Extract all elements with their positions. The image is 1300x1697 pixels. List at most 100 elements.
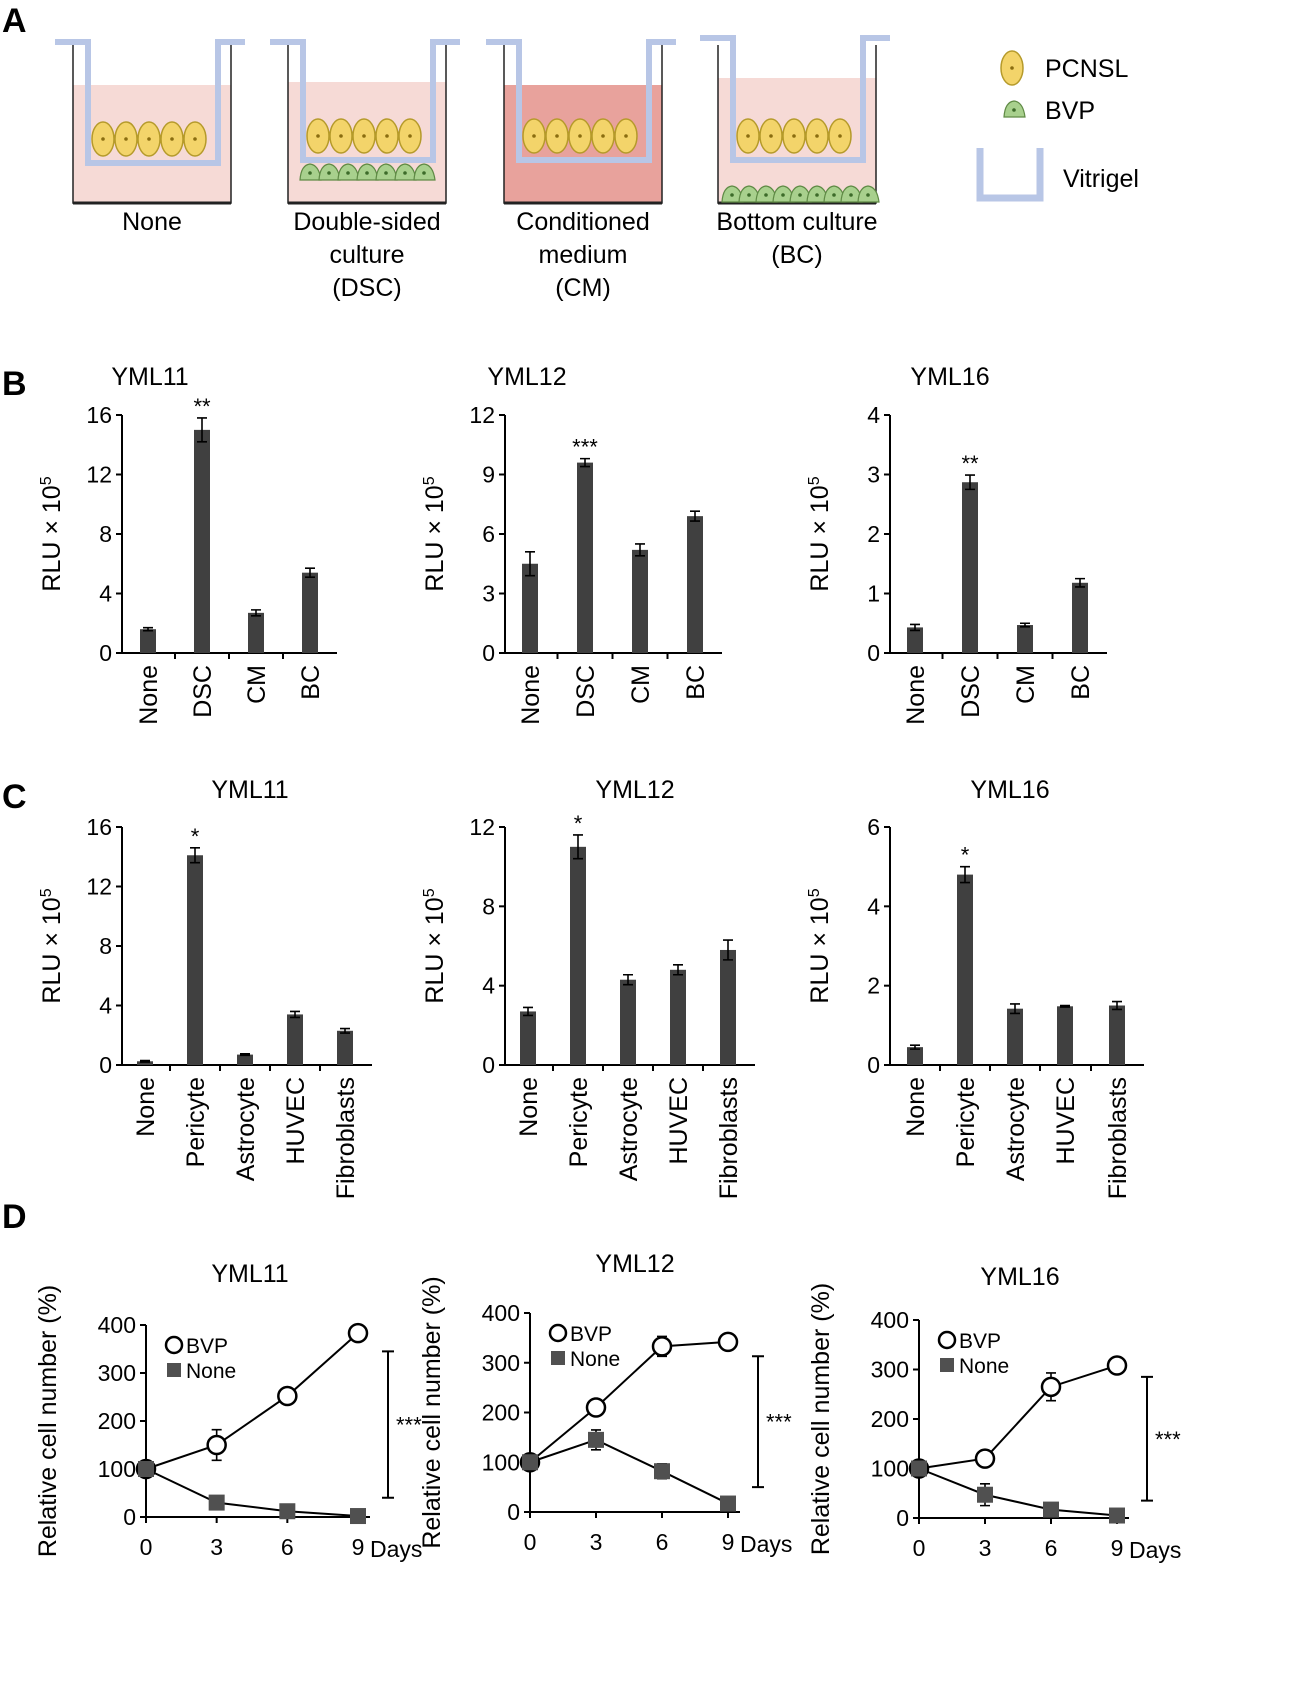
y-tick-label: 2: [867, 973, 880, 999]
well-label: Bottom culture: [716, 208, 877, 236]
y-tick-label: 16: [86, 402, 112, 428]
error-bar: [910, 623, 920, 632]
well-label: Double-sided: [293, 208, 440, 236]
y-tick-label: 1: [867, 581, 880, 607]
x-tick-label: 9: [1111, 1535, 1124, 1561]
data-point: [347, 1322, 369, 1344]
chart-b-yml11: YML11 0 4 8 12 16 RLU × 105 None ** DSC CM BC: [38, 363, 337, 725]
x-tick-label: None: [135, 665, 163, 725]
x-tick-label: 3: [210, 1534, 223, 1560]
data-point: [654, 1463, 670, 1480]
significance-marker: ***: [396, 1413, 422, 1438]
x-tick-label: Fibroblasts: [1104, 1077, 1132, 1199]
y-tick-label: 400: [482, 1300, 520, 1326]
series-bvp: [908, 1355, 1128, 1479]
data-point: [279, 1503, 296, 1520]
error-bar: [523, 1006, 533, 1017]
y-axis-label: Relative cell number (%): [34, 1285, 62, 1557]
x-tick-label: None: [132, 1077, 160, 1137]
significance-marker: ***: [572, 435, 598, 460]
error-bar: [290, 1010, 300, 1019]
x-tick-label: BC: [682, 665, 710, 700]
chart-d-yml16: YML16 0 100 200 300 400 Relative cell number (…: [807, 1263, 1181, 1563]
x-tick-label: HUVEC: [1052, 1077, 1080, 1165]
error-bar: [960, 865, 970, 884]
bar: [1072, 582, 1088, 653]
x-axis-label: Days: [370, 1536, 422, 1562]
well-label: medium: [539, 241, 628, 269]
chart-title: YML12: [487, 363, 566, 391]
series-none: [522, 1429, 736, 1512]
y-axis-label: Relative cell number (%): [418, 1276, 446, 1548]
y-tick-label: 6: [867, 814, 880, 840]
well-label: culture: [329, 241, 404, 269]
error-bar: [673, 964, 683, 976]
bar: [577, 462, 593, 653]
bar: [248, 612, 264, 653]
x-tick-label: Astrocyte: [1002, 1077, 1030, 1181]
error-bar: [1112, 1000, 1122, 1011]
data-point: [522, 1454, 538, 1471]
data-point: [1109, 1507, 1125, 1524]
y-tick-label: 200: [482, 1400, 520, 1426]
y-tick-label: 300: [482, 1350, 520, 1376]
y-tick-label: 0: [867, 1052, 880, 1078]
x-tick-label: Astrocyte: [232, 1077, 260, 1181]
y-tick-label: 100: [871, 1456, 909, 1482]
x-tick-label: DSC: [572, 665, 600, 718]
legend-marker-none: [167, 1363, 181, 1377]
error-bar: [1010, 1003, 1020, 1015]
error-bar: [623, 973, 633, 986]
significance-marker: ***: [766, 1410, 792, 1435]
significance-marker: **: [193, 394, 211, 419]
legend-label: None: [570, 1348, 620, 1371]
error-bar: [340, 1027, 350, 1034]
error-bar: [910, 1044, 920, 1050]
x-tick-label: 3: [979, 1535, 992, 1561]
chart-title: YML16: [910, 363, 989, 391]
significance-bracket: [1141, 1375, 1153, 1502]
y-tick-label: 400: [871, 1307, 909, 1333]
legend-marker-bvp: [937, 1330, 957, 1350]
x-axis-label: Days: [1129, 1537, 1181, 1563]
bar: [187, 855, 203, 1065]
y-tick-label: 9: [482, 462, 495, 488]
error-bar: [965, 474, 975, 491]
x-tick-label: 6: [1045, 1535, 1058, 1561]
data-point: [977, 1486, 993, 1503]
x-tick-label: 3: [590, 1529, 603, 1555]
x-tick-label: 9: [722, 1529, 735, 1555]
significance-marker: ***: [1155, 1427, 1181, 1452]
error-bar: [240, 1053, 250, 1057]
y-axis-label: Relative cell number (%): [807, 1283, 835, 1555]
well-label: None: [122, 208, 182, 236]
data-point: [1040, 1376, 1062, 1398]
y-axis-label: RLU × 105: [421, 476, 449, 591]
y-tick-label: 12: [469, 814, 495, 840]
panel-label-c: C: [2, 778, 27, 816]
legend-bvp: BVP: [1045, 97, 1095, 125]
chart-b-yml16: YML16 0 1 2 3 4 RLU × 105 None ** DSC CM BC: [806, 363, 1107, 725]
y-tick-label: 3: [482, 581, 495, 607]
bar: [237, 1054, 253, 1065]
significance-marker: **: [961, 451, 979, 476]
culture-well: Double-sided culture (DSC): [270, 39, 460, 302]
data-point: [911, 1460, 927, 1477]
chart-title: YML11: [211, 1260, 288, 1288]
y-tick-label: 400: [98, 1312, 136, 1338]
significance-bracket: [382, 1350, 394, 1499]
data-point: [206, 1434, 227, 1456]
vitrigel-insert-icon: [486, 39, 676, 163]
error-bar: [690, 510, 700, 522]
x-tick-label: 6: [281, 1534, 294, 1560]
x-tick-label: BC: [1067, 665, 1095, 700]
chart-d-yml11: YML11 0 100 200 300 400 Relative cell number (…: [34, 1260, 422, 1562]
bar: [522, 563, 538, 653]
bar: [1109, 1005, 1125, 1065]
bar: [1007, 1008, 1023, 1065]
panel-label-b: B: [2, 365, 27, 403]
chart-title: YML12: [595, 776, 674, 804]
x-tick-label: DSC: [189, 665, 217, 718]
panel-label-a: A: [2, 2, 27, 40]
bar: [620, 979, 636, 1065]
